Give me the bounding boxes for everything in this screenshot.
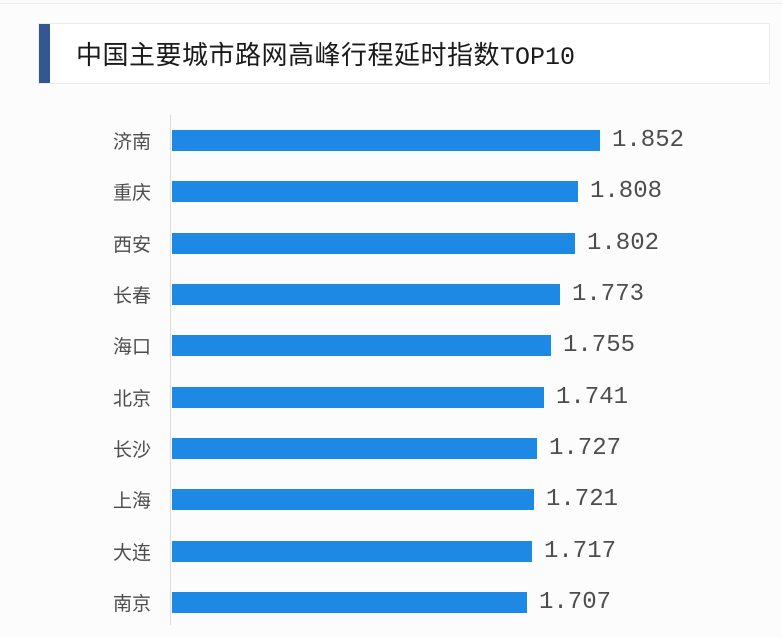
bar-chart: 济南 1.852 重庆 1.808 西安 1.802 长春 1.773 海口 1… xyxy=(0,115,782,628)
chart-row: 大连 1.717 xyxy=(0,525,782,576)
bar xyxy=(172,181,578,203)
category-label: 南京 xyxy=(112,593,151,615)
bar xyxy=(172,489,534,511)
chart-row: 北京 1.741 xyxy=(0,371,782,422)
chart-row: 上海 1.721 xyxy=(0,474,782,525)
page-title-suffix: TOP10 xyxy=(500,43,576,72)
bar xyxy=(172,386,544,408)
value-label: 1.707 xyxy=(539,588,612,616)
category-label: 西安 xyxy=(112,234,151,256)
bar xyxy=(172,130,600,152)
value-label: 1.755 xyxy=(563,332,636,360)
category-label: 济南 xyxy=(112,132,151,154)
category-label: 海口 xyxy=(112,337,151,359)
chart-row: 南京 1.707 xyxy=(0,577,782,628)
bar xyxy=(172,591,527,613)
category-label: 长春 xyxy=(112,286,151,308)
bar xyxy=(172,437,537,459)
chart-row: 重庆 1.808 xyxy=(0,166,782,217)
bar xyxy=(172,284,560,306)
chart-row: 西安 1.802 xyxy=(0,218,782,269)
page-title-cn: 中国主要城市路网高峰行程延时指数 xyxy=(76,40,501,70)
title-accent-bar xyxy=(39,24,50,83)
chart-row: 济南 1.852 xyxy=(0,115,782,166)
bar xyxy=(172,335,551,357)
value-label: 1.808 xyxy=(590,178,663,206)
value-label: 1.727 xyxy=(549,434,622,462)
page-title: 中国主要城市路网高峰行程延时指数TOP10 xyxy=(76,35,575,72)
bar xyxy=(172,540,532,562)
category-label: 长沙 xyxy=(112,439,151,461)
page-top-divider xyxy=(0,3,782,4)
chart-row: 长春 1.773 xyxy=(0,269,782,320)
chart-rows: 济南 1.852 重庆 1.808 西安 1.802 长春 1.773 海口 1… xyxy=(0,115,782,628)
value-label: 1.852 xyxy=(612,127,685,155)
category-label: 北京 xyxy=(112,388,151,410)
category-label: 上海 xyxy=(112,491,151,513)
bar xyxy=(172,232,575,254)
chart-row: 长沙 1.727 xyxy=(0,423,782,474)
value-label: 1.773 xyxy=(572,281,645,309)
chart-row: 海口 1.755 xyxy=(0,320,782,371)
value-label: 1.741 xyxy=(556,383,629,411)
category-label: 大连 xyxy=(112,542,151,564)
value-label: 1.717 xyxy=(544,537,617,565)
value-label: 1.721 xyxy=(546,486,619,514)
y-axis-line xyxy=(170,115,171,625)
value-label: 1.802 xyxy=(587,229,660,257)
category-label: 重庆 xyxy=(112,183,151,205)
title-card: 中国主要城市路网高峰行程延时指数TOP10 xyxy=(38,23,770,84)
